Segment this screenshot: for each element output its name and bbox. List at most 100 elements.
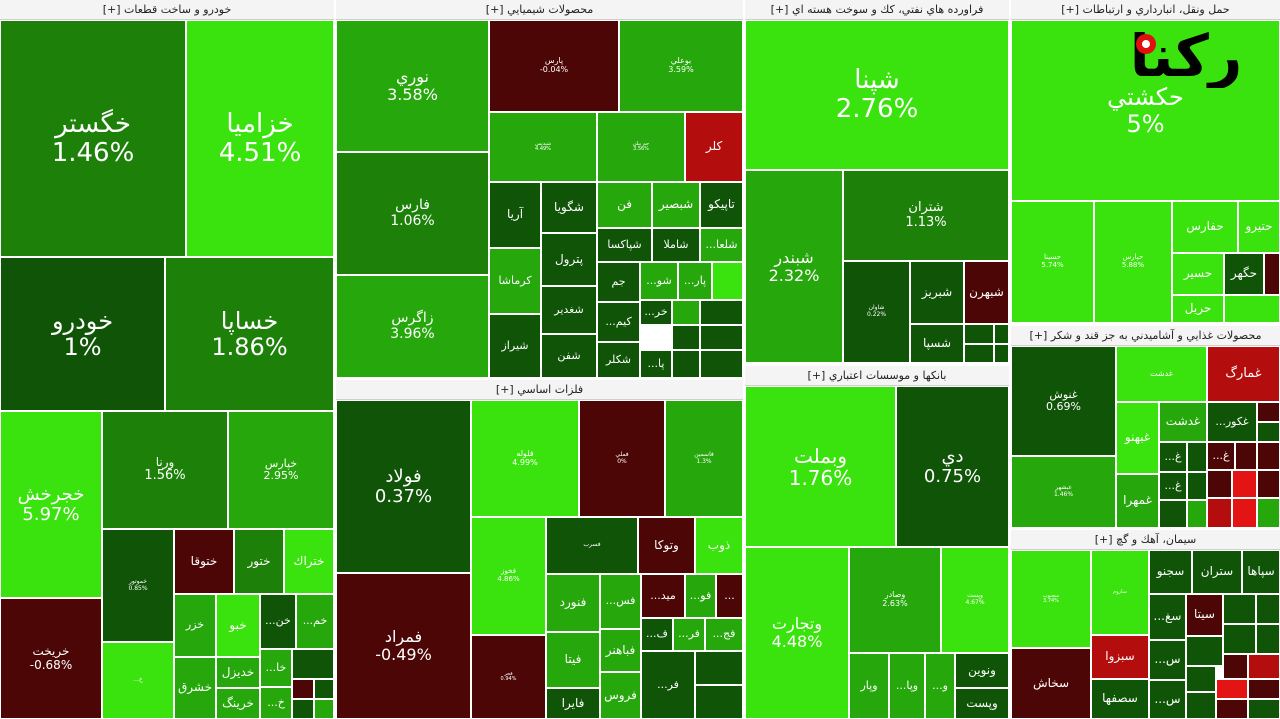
stock-tile[interactable]: شاملا <box>652 228 700 262</box>
stock-tile[interactable]: آريا <box>489 182 541 248</box>
stock-tile[interactable] <box>695 685 743 719</box>
stock-tile[interactable]: فنورد <box>546 574 600 632</box>
stock-tile[interactable]: شبهرن <box>964 261 1009 324</box>
stock-tile[interactable]: شبريز <box>910 261 964 324</box>
stock-tile[interactable] <box>964 344 994 363</box>
stock-tile[interactable] <box>1216 679 1248 699</box>
stock-tile[interactable]: خر... <box>640 300 672 325</box>
stock-tile[interactable]: سيتا <box>1186 594 1223 636</box>
stock-tile[interactable]: دي 0.75% <box>896 386 1009 547</box>
stock-tile[interactable]: وتوكا <box>638 517 695 574</box>
stock-tile[interactable]: فو... <box>685 574 716 618</box>
stock-tile[interactable]: حگهر <box>1224 253 1264 295</box>
stock-tile[interactable]: وصادر 2.63% <box>849 547 941 653</box>
stock-tile[interactable]: پار... <box>678 262 712 300</box>
stock-tile[interactable]: غدشت <box>1159 402 1207 442</box>
stock-tile[interactable]: ختور <box>234 529 284 594</box>
stock-tile[interactable] <box>292 699 314 719</box>
stock-tile[interactable]: شپاكسا <box>597 228 652 262</box>
stock-tile[interactable]: غنوش 0.69% <box>1011 346 1116 456</box>
stock-tile[interactable] <box>712 262 743 300</box>
stock-tile[interactable]: فولاد 0.37% <box>336 400 471 573</box>
stock-tile[interactable]: حتيرو <box>1238 201 1280 253</box>
stock-tile[interactable]: كلر <box>685 112 743 182</box>
stock-tile[interactable]: غبشهر 1.46% <box>1011 456 1116 528</box>
stock-tile[interactable] <box>1264 253 1280 295</box>
stock-tile[interactable]: حسينا 5.74% <box>1011 201 1094 323</box>
stock-tile[interactable] <box>1223 624 1256 654</box>
stock-tile[interactable]: شكلر <box>597 342 640 378</box>
stock-tile[interactable]: شبندر 2.32% <box>745 170 843 363</box>
stock-tile[interactable]: وتجارت 4.48% <box>745 547 849 719</box>
stock-tile[interactable]: غدشت <box>1116 346 1207 402</box>
stock-tile[interactable] <box>1223 594 1256 624</box>
stock-tile[interactable] <box>1232 498 1257 528</box>
stock-tile[interactable]: فج... <box>705 618 743 651</box>
stock-tile[interactable]: سجنوب 3.74% <box>1011 550 1091 648</box>
stock-tile[interactable]: فارس 1.06% <box>336 152 489 275</box>
stock-tile[interactable] <box>1232 470 1257 498</box>
stock-tile[interactable] <box>1256 594 1280 624</box>
stock-tile[interactable]: فسرب <box>546 517 638 574</box>
stock-tile[interactable]: فيتا <box>546 632 600 688</box>
stock-tile[interactable] <box>1257 442 1280 470</box>
stock-tile[interactable]: شاوان 0.22% <box>843 261 910 363</box>
stock-tile[interactable] <box>1216 699 1248 719</box>
stock-tile[interactable]: ختوقا <box>174 529 234 594</box>
stock-tile[interactable]: فس... <box>600 574 641 629</box>
stock-tile[interactable]: سجنو <box>1149 550 1192 594</box>
stock-tile[interactable]: خودرو 1% <box>0 257 165 411</box>
stock-tile[interactable] <box>292 679 314 699</box>
stock-tile[interactable] <box>1159 500 1187 528</box>
stock-tile[interactable] <box>1248 679 1280 699</box>
stock-tile[interactable]: غبهنو <box>1116 402 1159 474</box>
stock-tile[interactable]: غمارگ <box>1207 346 1280 402</box>
stock-tile[interactable]: فر... <box>641 651 695 719</box>
stock-tile[interactable]: فلوله 4.99% <box>471 400 579 517</box>
stock-tile[interactable]: پترول <box>541 233 597 286</box>
stock-tile[interactable]: فاسمين 1.3% <box>665 400 743 517</box>
stock-tile[interactable]: جم <box>597 262 640 302</box>
stock-tile[interactable]: و... <box>925 653 955 719</box>
stock-tile[interactable]: فر... <box>673 618 705 651</box>
stock-tile[interactable] <box>1256 624 1280 654</box>
stock-tile[interactable]: وبملت 1.76% <box>745 386 896 547</box>
stock-tile[interactable]: حريل <box>1172 295 1224 323</box>
stock-tile[interactable]: خرينگ <box>216 688 260 719</box>
stock-tile[interactable]: شفن <box>541 334 597 378</box>
stock-tile[interactable]: فخوز 4.86% <box>471 517 546 635</box>
stock-tile[interactable]: ميد... <box>641 574 685 618</box>
stock-tile[interactable]: شلعا... <box>700 228 743 262</box>
stock-tile[interactable]: وپار <box>849 653 889 719</box>
stock-tile[interactable]: تاپيكو <box>700 182 743 228</box>
stock-tile[interactable] <box>672 325 700 350</box>
sector-title[interactable]: محصولات شيميايي [+] <box>336 0 743 20</box>
stock-tile[interactable] <box>994 324 1009 344</box>
sector-title[interactable]: محصولات غذايي و آشاميدني به جز قند و شكر… <box>1011 326 1280 346</box>
stock-tile[interactable]: ختراك <box>284 529 334 594</box>
stock-tile[interactable]: ف... <box>641 618 673 651</box>
stock-tile[interactable]: شگويا <box>541 182 597 233</box>
stock-tile[interactable] <box>1223 654 1248 679</box>
stock-tile[interactable]: خبو <box>216 594 260 657</box>
stock-tile[interactable] <box>1248 654 1280 679</box>
sector-title[interactable]: سيمان، آهك و گچ [+] <box>1011 530 1280 550</box>
sector-title[interactable]: بانكها و موسسات اعتباري [+] <box>745 366 1009 386</box>
stock-tile[interactable]: بوعلي 3.59% <box>619 20 743 112</box>
stock-tile[interactable]: حسير <box>1172 253 1224 295</box>
stock-tile[interactable]: س... <box>1149 680 1186 719</box>
stock-tile[interactable]: زاگرس 3.96% <box>336 275 489 378</box>
stock-tile[interactable]: پارس -0.04% <box>489 20 619 112</box>
stock-tile[interactable] <box>700 350 743 378</box>
stock-tile[interactable] <box>964 324 994 344</box>
stock-tile[interactable]: فجر 0.94% <box>471 635 546 719</box>
stock-tile[interactable]: شو... <box>640 262 678 300</box>
stock-tile[interactable] <box>1257 470 1280 498</box>
stock-tile[interactable]: پا... <box>640 350 672 378</box>
stock-tile[interactable]: وپست <box>955 688 1009 719</box>
stock-tile[interactable]: خزر <box>174 594 216 657</box>
sector-title[interactable]: خودرو و ساخت قطعات [+] <box>0 0 334 20</box>
stock-tile[interactable] <box>314 699 334 719</box>
stock-tile[interactable]: سبزوا <box>1091 635 1149 679</box>
stock-tile[interactable]: جم پيلن 3.56% <box>597 112 685 182</box>
